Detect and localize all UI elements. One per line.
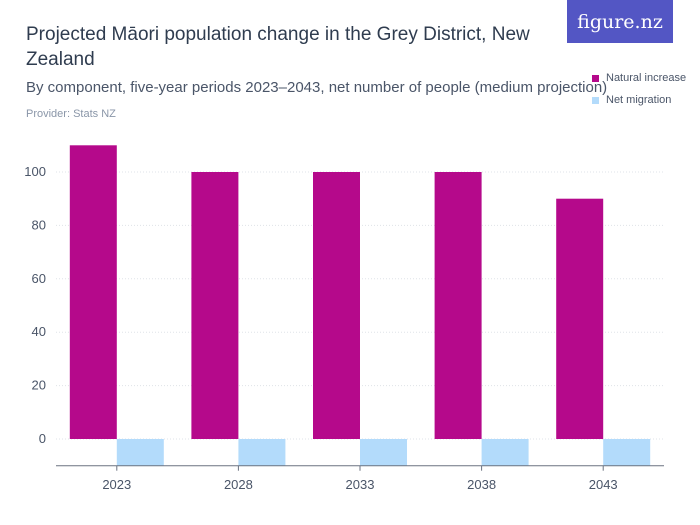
legend-swatch-net-migration (592, 96, 599, 104)
legend-label-net-migration: Net migration (606, 94, 672, 106)
y-tick-label: 40 (32, 324, 46, 339)
x-tick-label: 2023 (102, 477, 131, 492)
chart-subtitle: By component, five-year periods 2023–204… (26, 79, 608, 96)
x-tick-label: 2033 (346, 477, 375, 492)
bar-natural-increase (556, 198, 604, 439)
y-tick-label: 20 (32, 378, 46, 393)
x-tick-label: 2028 (224, 477, 253, 492)
y-tick-label: 80 (32, 217, 46, 232)
y-tick-label: 0 (39, 431, 46, 446)
y-tick-label: 100 (24, 164, 46, 179)
bar-net-migration (603, 439, 651, 466)
bar-net-migration (360, 439, 407, 466)
bar-natural-increase (69, 145, 117, 440)
bar-natural-increase (313, 172, 360, 439)
bar-natural-increase (434, 172, 482, 439)
figure-nz-logo[interactable]: figure.nz (567, 0, 673, 43)
y-tick-label: 60 (32, 271, 46, 286)
provider-label: Provider: Stats NZ (26, 108, 116, 120)
bar-net-migration (116, 439, 164, 466)
legend-label-natural-increase: Natural increase (606, 72, 687, 84)
legend-item-natural-increase: Natural increase (592, 67, 686, 89)
bar-natural-increase (191, 172, 239, 439)
legend: Natural increase Net migration (592, 67, 686, 111)
legend-item-net-migration: Net migration (592, 89, 686, 111)
legend-swatch-natural-increase (592, 74, 599, 82)
bar-net-migration (238, 439, 286, 466)
chart-title: Projected Māori population change in the… (26, 24, 530, 70)
x-tick-label: 2043 (589, 477, 618, 492)
bar-net-migration (481, 439, 529, 466)
x-tick-label: 2038 (467, 477, 496, 492)
